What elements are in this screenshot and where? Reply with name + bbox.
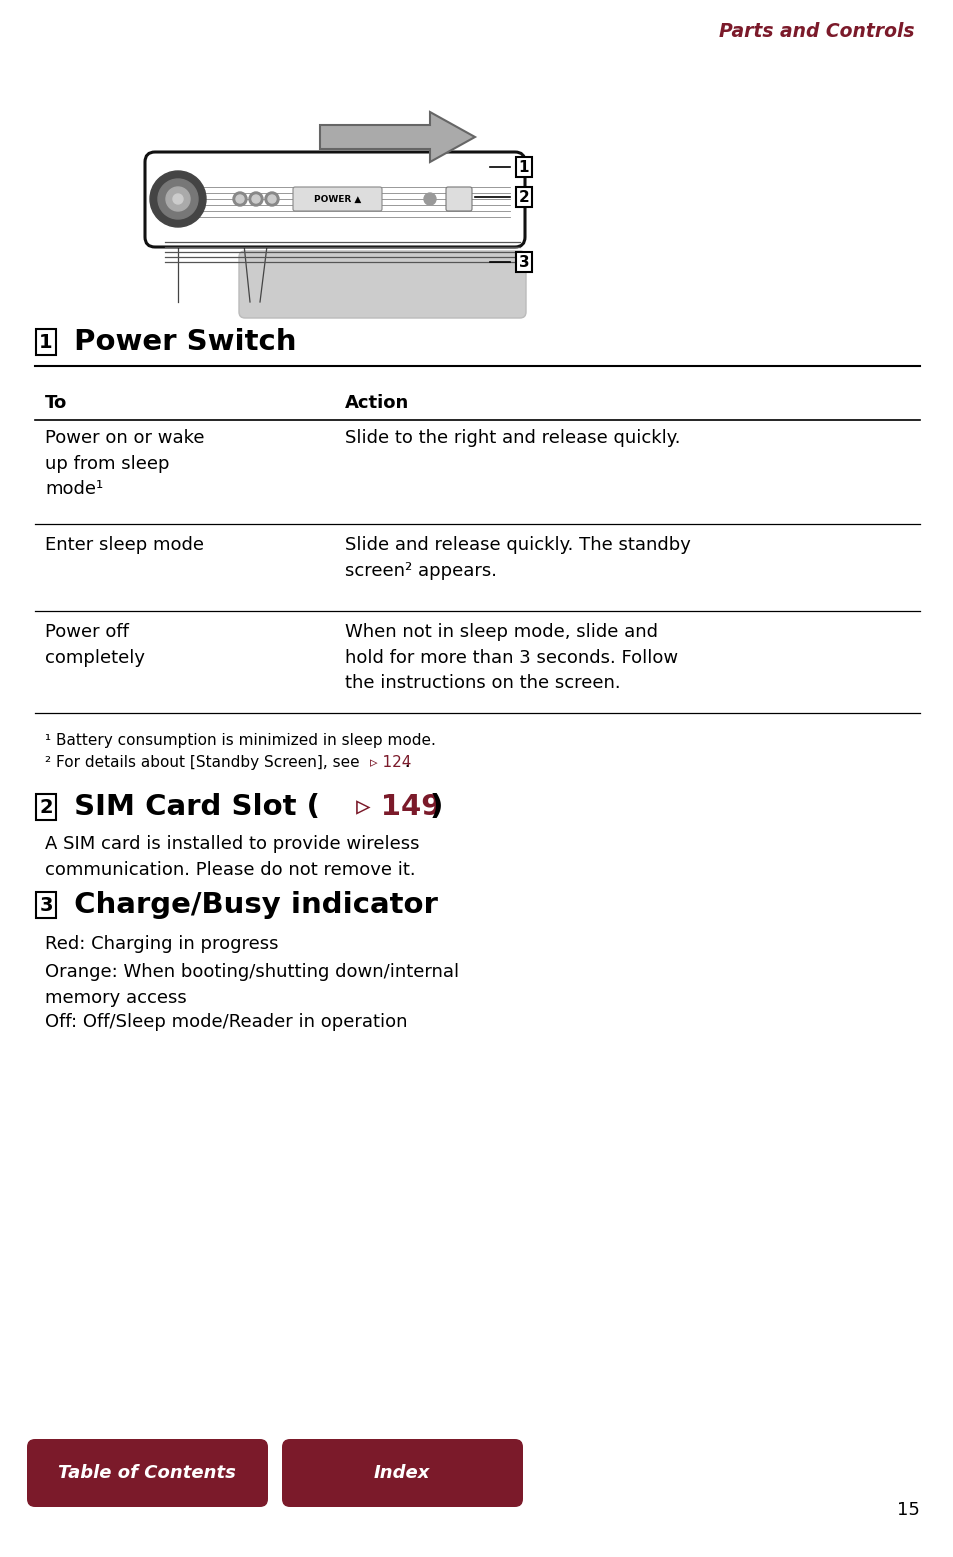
FancyBboxPatch shape [282, 1439, 522, 1507]
Text: ▹ 124: ▹ 124 [370, 755, 411, 771]
Text: Slide and release quickly. The standby
screen² appears.: Slide and release quickly. The standby s… [345, 536, 690, 579]
Circle shape [172, 195, 183, 204]
Text: ² For details about [Standby Screen], see: ² For details about [Standby Screen], se… [45, 755, 364, 771]
Circle shape [233, 192, 247, 206]
Circle shape [268, 195, 275, 202]
FancyBboxPatch shape [145, 153, 524, 248]
Text: Action: Action [345, 394, 409, 413]
Text: 2: 2 [39, 797, 52, 816]
Text: When not in sleep mode, slide and
hold for more than 3 seconds. Follow
the instr: When not in sleep mode, slide and hold f… [345, 623, 678, 693]
Text: SIM Card Slot (: SIM Card Slot ( [64, 793, 319, 821]
Polygon shape [319, 112, 475, 162]
Circle shape [423, 193, 436, 206]
Circle shape [252, 195, 260, 202]
Text: Power on or wake
up from sleep
mode¹: Power on or wake up from sleep mode¹ [45, 430, 204, 498]
Circle shape [265, 192, 278, 206]
FancyBboxPatch shape [239, 251, 525, 318]
Text: To: To [45, 394, 67, 413]
Text: 1: 1 [39, 333, 52, 352]
Text: Power Switch: Power Switch [64, 329, 296, 357]
Text: Orange: When booting/shutting down/internal
memory access: Orange: When booting/shutting down/inter… [45, 962, 458, 1007]
Text: Charge/Busy indicator: Charge/Busy indicator [64, 891, 437, 919]
Text: Table of Contents: Table of Contents [58, 1464, 235, 1482]
Text: 15: 15 [896, 1501, 919, 1520]
Text: Index: Index [374, 1464, 430, 1482]
FancyBboxPatch shape [27, 1439, 268, 1507]
FancyBboxPatch shape [293, 187, 381, 212]
Text: Enter sleep mode: Enter sleep mode [45, 536, 204, 554]
Text: 2: 2 [518, 190, 529, 204]
Text: ▹ 149: ▹ 149 [355, 793, 441, 821]
Text: ¹ Battery consumption is minimized in sleep mode.: ¹ Battery consumption is minimized in sl… [45, 733, 436, 747]
Circle shape [166, 187, 190, 212]
Circle shape [158, 179, 198, 220]
Text: 1: 1 [518, 159, 529, 174]
Text: Off: Off/Sleep mode/Reader in operation: Off: Off/Sleep mode/Reader in operation [45, 1014, 407, 1031]
Text: .: . [403, 755, 409, 771]
Text: POWER ▲: POWER ▲ [314, 195, 361, 204]
Text: Power off
completely: Power off completely [45, 623, 145, 666]
Circle shape [235, 195, 244, 202]
Circle shape [150, 171, 206, 227]
FancyBboxPatch shape [446, 187, 472, 212]
Text: Parts and Controls: Parts and Controls [719, 22, 914, 40]
Text: 3: 3 [39, 895, 52, 914]
Text: 3: 3 [518, 254, 529, 269]
Text: A SIM card is installed to provide wireless
communication. Please do not remove : A SIM card is installed to provide wirel… [45, 835, 419, 878]
Text: ): ) [430, 793, 443, 821]
Text: Red: Charging in progress: Red: Charging in progress [45, 936, 278, 953]
Circle shape [249, 192, 263, 206]
Text: Slide to the right and release quickly.: Slide to the right and release quickly. [345, 430, 679, 447]
